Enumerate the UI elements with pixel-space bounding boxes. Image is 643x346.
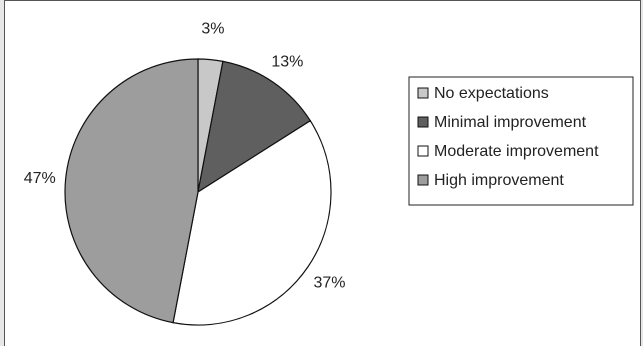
slice-label: 13% <box>271 53 303 70</box>
legend-swatch <box>417 116 429 128</box>
legend: No expectations Minimal improvement Modera… <box>408 76 634 206</box>
slice-label: 37% <box>313 274 345 291</box>
pie-slice-minimal-improvement <box>197 60 312 194</box>
pie-labels: 3% 13% 37% 47% <box>24 21 346 292</box>
legend-swatch <box>417 145 429 157</box>
pie-slice-moderate-improvement <box>172 119 332 326</box>
legend-label: Minimal improvement <box>434 114 587 131</box>
pie-slice-high-improvement <box>64 58 199 324</box>
slice-label: 47% <box>24 170 56 187</box>
legend-swatch <box>417 174 429 186</box>
legend-swatch <box>417 87 429 99</box>
legend-label: High improvement <box>434 172 564 189</box>
legend-label: Moderate improvement <box>434 143 599 160</box>
slice-label: 3% <box>201 21 224 38</box>
legend-label: No expectations <box>434 85 549 102</box>
pie-slices <box>64 58 332 326</box>
legend-box <box>408 76 634 206</box>
